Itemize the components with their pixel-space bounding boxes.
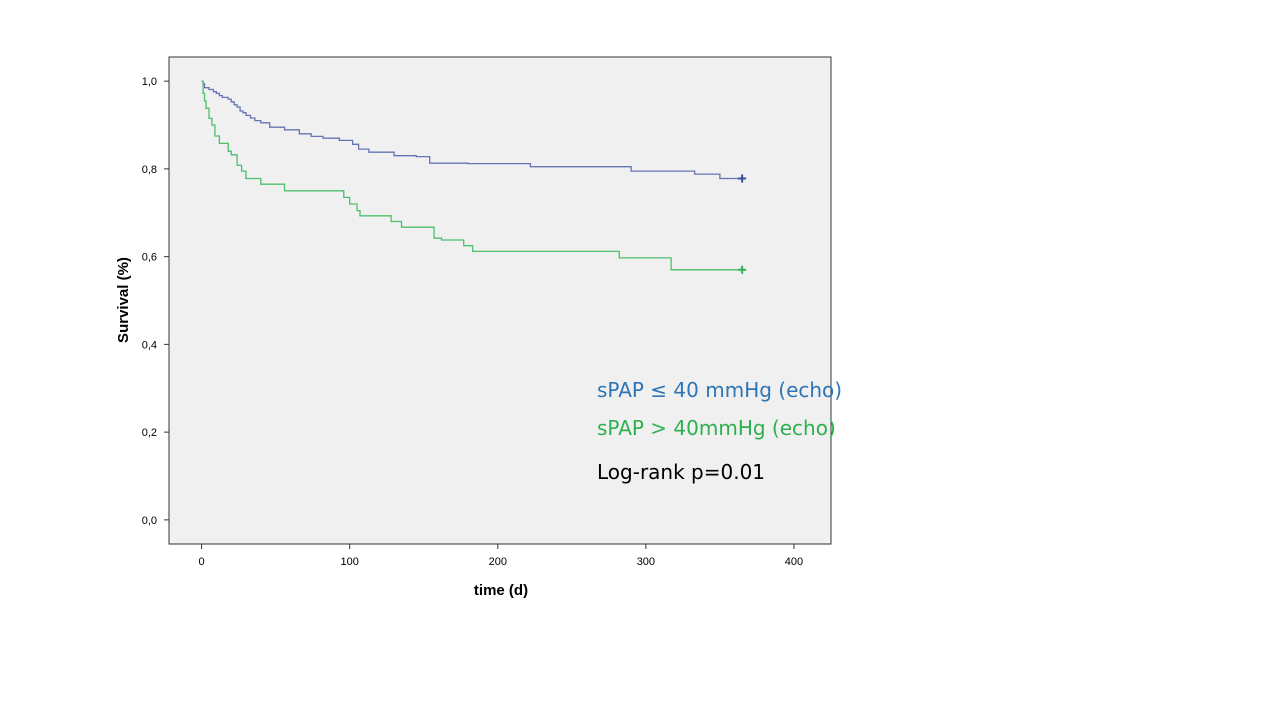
series-2-censor-mark <box>738 265 747 274</box>
log-rank-annotation: Log-rank p=0.01 <box>597 460 766 484</box>
x-tick-label: 300 <box>637 556 655 568</box>
series-2-line <box>201 80 743 271</box>
y-axis-title: Survival (%) <box>115 257 132 343</box>
y-tick-label: 0,8 <box>142 164 157 176</box>
x-tick-label: 0 <box>199 556 205 568</box>
y-tick-label: 0,0 <box>142 515 157 527</box>
y-axis-ticks: 0,0 0,2 0,4 0,6 0,8 1,0 <box>142 76 169 527</box>
x-axis-title: time (d) <box>474 582 528 599</box>
x-tick-label: 100 <box>341 556 359 568</box>
legend-series-2: sPAP > 40mmHg (echo) <box>597 416 836 440</box>
y-tick-label: 0,4 <box>142 339 157 351</box>
plot-area <box>168 56 832 545</box>
y-tick-label: 0,2 <box>142 427 157 439</box>
series-1-censor-mark <box>738 174 747 183</box>
legend-series-1: sPAP ≤ 40 mmHg (echo) <box>597 378 843 402</box>
series-layer <box>201 80 747 274</box>
y-tick-label: 1,0 <box>142 76 157 88</box>
x-axis-ticks: 0 100 200 300 400 <box>199 544 803 568</box>
series-1-line <box>201 80 743 180</box>
x-tick-label: 400 <box>785 556 803 568</box>
x-tick-label: 200 <box>489 556 507 568</box>
y-tick-label: 0,6 <box>142 252 157 264</box>
